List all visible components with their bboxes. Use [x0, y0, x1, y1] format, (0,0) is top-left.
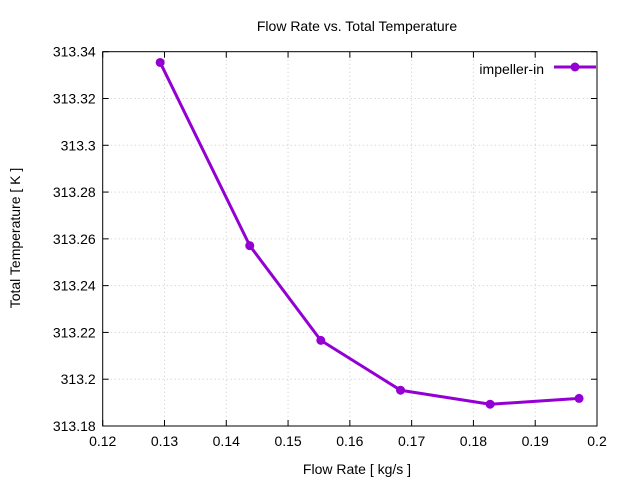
- x-tick-label: 0.18: [460, 433, 487, 449]
- y-tick-label: 313.28: [53, 184, 96, 200]
- y-tick-label: 313.22: [53, 324, 96, 340]
- data-point: [485, 399, 495, 409]
- data-point: [574, 393, 584, 403]
- grid: [102, 51, 597, 426]
- legend: impeller-in: [479, 61, 596, 77]
- data-point: [245, 241, 255, 251]
- y-tick-label: 313.34: [53, 44, 96, 60]
- x-tick-label: 0.13: [151, 433, 178, 449]
- y-tick-label: 313.18: [53, 418, 96, 434]
- y-tick-label: 313.32: [53, 90, 96, 106]
- x-tick-label: 0.17: [398, 433, 425, 449]
- data-point: [155, 57, 165, 67]
- x-tick-label: 0.16: [336, 433, 363, 449]
- y-tick-label: 313.3: [61, 137, 96, 153]
- y-tick-label: 313.24: [53, 278, 96, 294]
- x-tick-label: 0.15: [274, 433, 301, 449]
- series-line: [158, 61, 580, 406]
- chart-title: Flow Rate vs. Total Temperature: [257, 18, 457, 34]
- legend-label: impeller-in: [479, 61, 544, 77]
- x-tick-label: 0.19: [522, 433, 549, 449]
- x-tick-label: 0.2: [587, 433, 607, 449]
- series: [155, 57, 584, 409]
- legend-marker: [570, 62, 580, 72]
- data-point: [396, 385, 406, 395]
- x-tick-label: 0.14: [213, 433, 240, 449]
- y-axis-label: Total Temperature [ K ]: [7, 168, 23, 309]
- data-point: [316, 335, 326, 345]
- y-tick-label: 313.2: [61, 371, 96, 387]
- x-axis-label: Flow Rate [ kg/s ]: [303, 461, 411, 477]
- x-tick-label: 0.12: [89, 433, 116, 449]
- y-tick-label: 313.26: [53, 231, 96, 247]
- ticks: 0.12 0.13 0.14 0.15 0.16 0.17 0.18 0.19 0.2 313.1…: [53, 44, 607, 449]
